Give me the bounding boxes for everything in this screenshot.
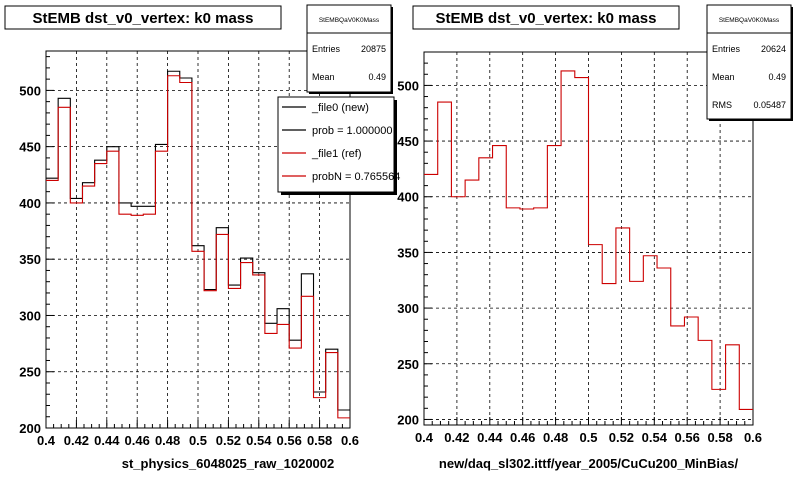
histogram-series-ref bbox=[46, 75, 350, 419]
y-tick-label: 400 bbox=[19, 196, 41, 211]
x-tick-label: 0.5 bbox=[579, 430, 597, 445]
stats-box bbox=[306, 4, 392, 93]
chart-title: StEMB dst_v0_vertex: k0 mass bbox=[33, 10, 254, 27]
x-tick-label: 0.54 bbox=[246, 433, 272, 448]
title-box bbox=[4, 5, 282, 30]
legend-label: _file1 (ref) bbox=[311, 148, 362, 160]
stats-label: RMS bbox=[712, 100, 732, 110]
stats-name: StEMBQaV0K0Mass bbox=[319, 17, 380, 24]
stats-value: 20875 bbox=[361, 44, 386, 54]
stats-name: StEMBQaV0K0Mass bbox=[719, 17, 780, 24]
x-tick-label: 0.4 bbox=[415, 430, 434, 445]
stats-value: 20624 bbox=[761, 44, 786, 54]
x-tick-label: 0.44 bbox=[94, 433, 120, 448]
stats-value: 0.49 bbox=[768, 72, 786, 82]
y-tick-label: 250 bbox=[19, 365, 41, 380]
x-tick-label: 0.42 bbox=[64, 433, 89, 448]
stats-label: Entries bbox=[312, 44, 341, 54]
stats-value: 0.49 bbox=[368, 72, 386, 82]
chart-title: StEMB dst_v0_vertex: k0 mass bbox=[436, 10, 657, 27]
x-tick-label: 0.46 bbox=[125, 433, 150, 448]
y-tick-label: 200 bbox=[19, 421, 41, 436]
x-axis-label: st_physics_6048025_raw_1020002 bbox=[122, 456, 335, 471]
y-tick-label: 400 bbox=[397, 190, 419, 205]
y-tick-label: 500 bbox=[397, 78, 419, 93]
legend-label: probN = 0.765564 bbox=[312, 171, 400, 183]
x-axis-label: new/daq_sl302.ittf/year_2005/CuCu200_Min… bbox=[439, 456, 739, 471]
y-tick-label: 450 bbox=[19, 140, 41, 155]
x-tick-label: 0.44 bbox=[477, 430, 503, 445]
x-tick-label: 0.56 bbox=[675, 430, 700, 445]
y-tick-label: 500 bbox=[19, 83, 41, 98]
stats-label: Entries bbox=[712, 44, 741, 54]
title-box bbox=[412, 5, 680, 30]
y-tick-label: 200 bbox=[397, 412, 419, 427]
stats-box bbox=[706, 4, 792, 120]
histogram-series-ref bbox=[424, 70, 753, 410]
stats-label: Mean bbox=[712, 72, 735, 82]
x-tick-label: 0.54 bbox=[642, 430, 668, 445]
x-tick-label: 0.6 bbox=[744, 430, 762, 445]
x-tick-label: 0.48 bbox=[155, 433, 180, 448]
x-tick-label: 0.56 bbox=[277, 433, 302, 448]
y-tick-label: 350 bbox=[397, 245, 419, 260]
stats-label: Mean bbox=[312, 72, 335, 82]
left-histogram-panel: 0.4 0.42 0.44 0.46 0.48 0.5 0.52 0.54 0.56 0.58 0.… bbox=[4, 4, 400, 471]
stats-value: 0.05487 bbox=[753, 100, 786, 110]
x-tick-label: 0.4 bbox=[37, 433, 56, 448]
x-tick-label: 0.6 bbox=[341, 433, 359, 448]
y-tick-label: 350 bbox=[19, 252, 41, 267]
x-tick-label: 0.42 bbox=[444, 430, 469, 445]
x-tick-label: 0.5 bbox=[189, 433, 207, 448]
y-tick-label: 300 bbox=[397, 301, 419, 316]
legend-label: _file0 (new) bbox=[311, 102, 369, 114]
x-tick-label: 0.58 bbox=[707, 430, 732, 445]
legend-label: prob = 1.000000 bbox=[312, 125, 392, 137]
y-tick-label: 300 bbox=[19, 308, 41, 323]
x-tick-label: 0.58 bbox=[307, 433, 332, 448]
y-tick-label: 450 bbox=[397, 134, 419, 149]
x-tick-label: 0.52 bbox=[216, 433, 241, 448]
right-histogram-panel: 0.4 0.42 0.44 0.46 0.48 0.5 0.52 0.54 0.56 0.58 0.… bbox=[397, 4, 793, 471]
x-tick-label: 0.46 bbox=[510, 430, 535, 445]
x-tick-label: 0.48 bbox=[543, 430, 568, 445]
y-tick-label: 250 bbox=[397, 357, 419, 372]
x-tick-label: 0.52 bbox=[609, 430, 634, 445]
